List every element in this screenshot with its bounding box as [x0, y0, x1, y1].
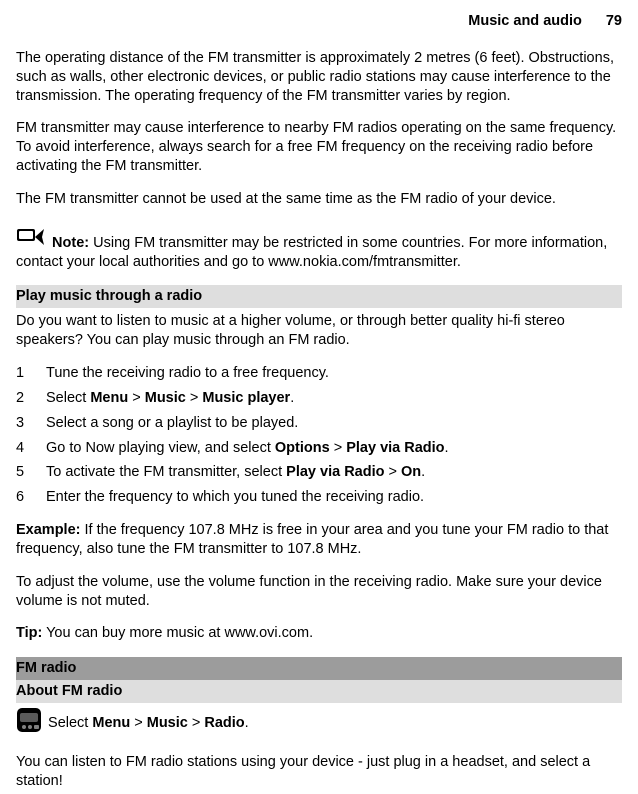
- step: Tune the receiving radio to a free frequ…: [16, 364, 622, 383]
- sep: .: [290, 390, 294, 406]
- note-text: Using FM transmitter may be restricted i…: [16, 235, 607, 270]
- menu-path: Menu: [90, 390, 128, 406]
- step: Select a song or a playlist to be played…: [16, 414, 622, 433]
- sep: .: [421, 464, 425, 480]
- paragraph: The FM transmitter cannot be used at the…: [16, 190, 622, 209]
- note-icon: [16, 223, 46, 253]
- step: Go to Now playing view, and select Optio…: [16, 439, 622, 458]
- section-heading: FM radio: [16, 657, 622, 680]
- page-header: Music and audio 79: [16, 12, 622, 31]
- sep: >: [128, 390, 145, 406]
- note-label: Note:: [52, 235, 89, 251]
- steps-list: Tune the receiving radio to a free frequ…: [16, 364, 622, 507]
- example-text: If the frequency 107.8 MHz is free in yo…: [16, 522, 608, 557]
- menu-path: Music: [147, 715, 188, 731]
- sep: >: [130, 715, 147, 731]
- paragraph: The operating distance of the FM transmi…: [16, 49, 622, 106]
- menu-path: Play via Radio: [346, 440, 444, 456]
- radio-icon: [16, 707, 42, 739]
- example-block: Example: If the frequency 107.8 MHz is f…: [16, 521, 622, 559]
- paragraph: To adjust the volume, use the volume fun…: [16, 573, 622, 611]
- sep: >: [186, 390, 203, 406]
- sep: >: [330, 440, 347, 456]
- page-number: 79: [606, 13, 622, 29]
- step-text: Go to Now playing view, and select: [46, 440, 275, 456]
- tip-block: Tip: You can buy more music at www.ovi.c…: [16, 624, 622, 643]
- sep: .: [245, 715, 249, 731]
- tip-label: Tip:: [16, 625, 42, 641]
- step: Enter the frequency to which you tuned t…: [16, 488, 622, 507]
- paragraph: You can listen to FM radio stations usin…: [16, 753, 622, 791]
- sep: .: [445, 440, 449, 456]
- note-block: Note: Using FM transmitter may be restri…: [16, 223, 622, 272]
- step: To activate the FM transmitter, select P…: [16, 463, 622, 482]
- select-row: Select Menu > Music > Radio.: [16, 707, 622, 739]
- step-text: Tune the receiving radio to a free frequ…: [46, 365, 329, 381]
- menu-path: Options: [275, 440, 330, 456]
- text: Select: [44, 715, 92, 731]
- menu-path: Play via Radio: [286, 464, 384, 480]
- step-text: To activate the FM transmitter, select: [46, 464, 286, 480]
- example-label: Example:: [16, 522, 80, 538]
- sep: >: [384, 464, 401, 480]
- step-text: Enter the frequency to which you tuned t…: [46, 489, 424, 505]
- section-heading: About FM radio: [16, 680, 622, 703]
- menu-path: On: [401, 464, 421, 480]
- paragraph: FM transmitter may cause interference to…: [16, 119, 622, 176]
- menu-path: Music player: [202, 390, 290, 406]
- section-name: Music and audio: [468, 13, 582, 29]
- paragraph: Do you want to listen to music at a high…: [16, 312, 622, 350]
- menu-path: Music: [145, 390, 186, 406]
- tip-text: You can buy more music at www.ovi.com.: [42, 625, 313, 641]
- menu-path: Menu: [92, 715, 130, 731]
- step: Select Menu > Music > Music player.: [16, 389, 622, 408]
- menu-path: Radio: [204, 715, 244, 731]
- step-text: Select: [46, 390, 90, 406]
- step-text: Select a song or a playlist to be played…: [46, 415, 298, 431]
- sep: >: [188, 715, 205, 731]
- section-heading: Play music through a radio: [16, 285, 622, 308]
